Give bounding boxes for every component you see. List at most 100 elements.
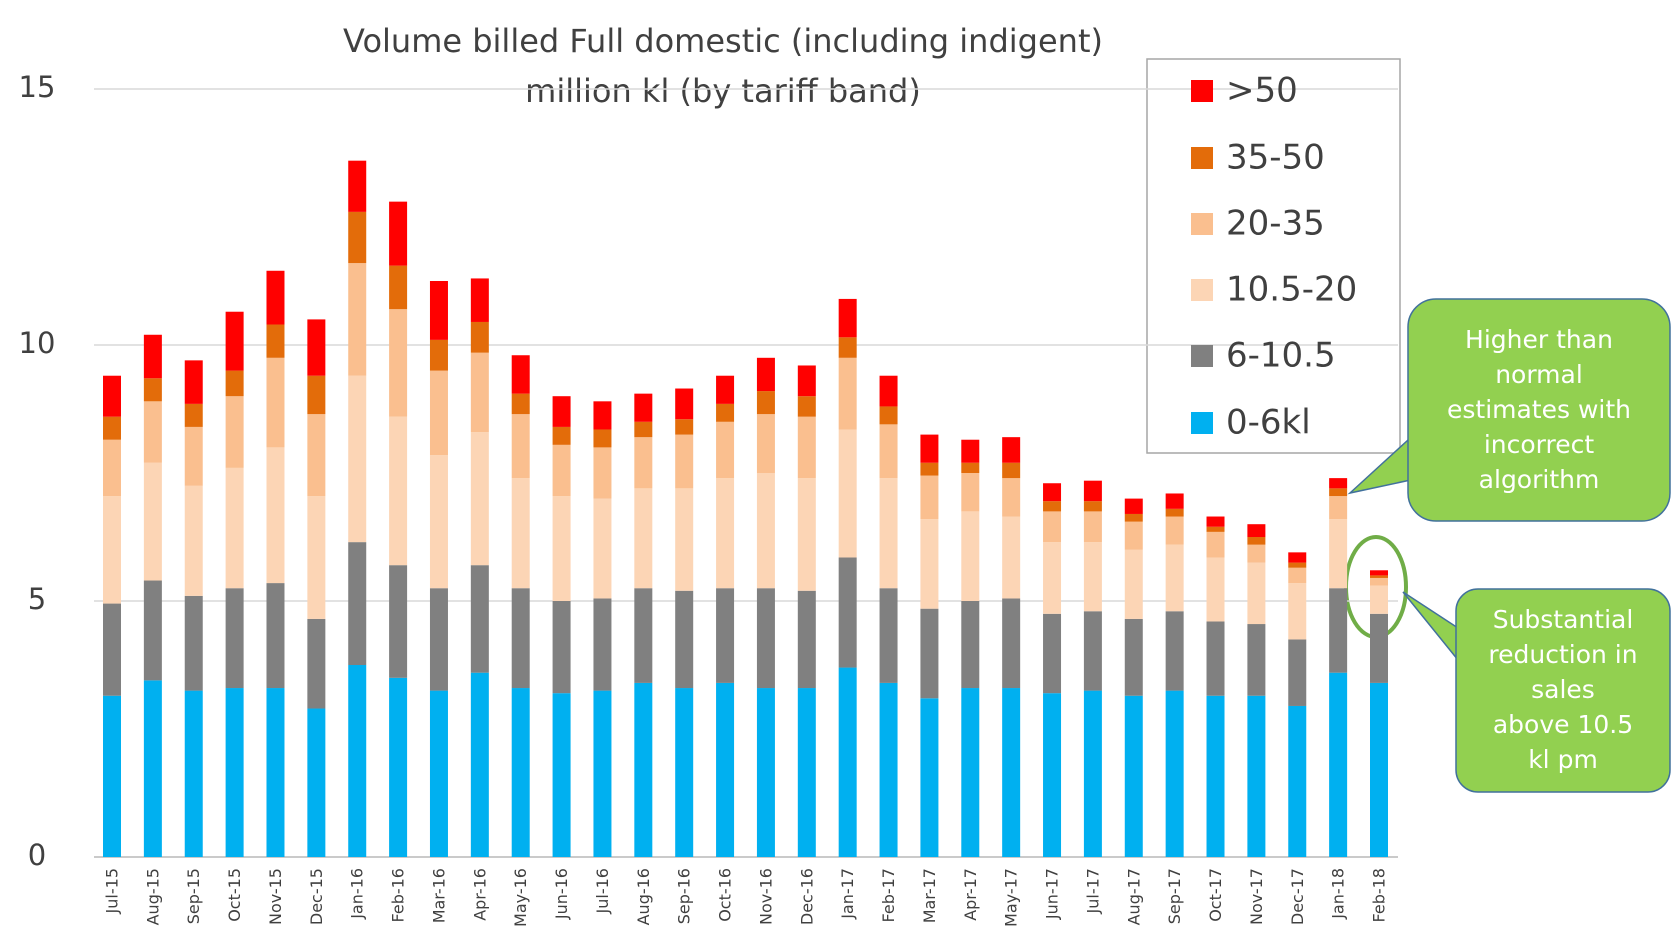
y-tick-label: 0 bbox=[28, 838, 46, 872]
x-tick-label: Jan-17 bbox=[838, 868, 857, 920]
bar-segment bbox=[225, 588, 244, 689]
bar-segment bbox=[634, 682, 653, 857]
bar-segment bbox=[1206, 526, 1225, 532]
bar-segment bbox=[1247, 544, 1266, 563]
bar-segment bbox=[756, 357, 775, 392]
bar-segment bbox=[797, 688, 816, 857]
bar-segment bbox=[1124, 549, 1143, 619]
callout-pointer bbox=[1402, 591, 1459, 663]
bar-segment bbox=[1165, 493, 1184, 509]
bar-segment bbox=[266, 270, 285, 325]
bar-segment bbox=[1247, 524, 1266, 537]
bar-segment bbox=[920, 608, 939, 699]
bar-segment bbox=[675, 590, 694, 689]
bar-segment bbox=[184, 595, 203, 691]
bar-segment bbox=[1206, 516, 1225, 527]
bar-segment bbox=[225, 396, 244, 468]
bar-segment bbox=[184, 403, 203, 427]
bar-segment bbox=[920, 462, 939, 476]
x-tick-label: Sep-16 bbox=[675, 868, 694, 924]
bar-segment bbox=[266, 357, 285, 448]
x-tick-label: Nov-17 bbox=[1247, 868, 1266, 925]
bar-segment bbox=[103, 496, 121, 604]
bar-segment bbox=[1124, 513, 1143, 522]
bar-segment bbox=[470, 672, 489, 857]
bar-segment bbox=[756, 588, 775, 689]
bar-segment bbox=[1165, 611, 1184, 691]
bar-segment bbox=[920, 434, 939, 463]
bar-segment bbox=[429, 370, 448, 456]
bar-segment bbox=[838, 357, 857, 430]
bar-segment bbox=[429, 588, 448, 691]
bar-segment bbox=[470, 352, 489, 433]
bar-segment bbox=[634, 488, 653, 589]
callout-box bbox=[1407, 298, 1671, 522]
bar-segment bbox=[879, 478, 898, 589]
chart-title: Volume billed Full domestic (including i… bbox=[343, 22, 1103, 60]
bar-segment bbox=[307, 618, 326, 709]
bar-segment bbox=[1370, 585, 1388, 614]
bar-segment bbox=[1002, 437, 1021, 463]
bar-segment bbox=[1329, 588, 1348, 673]
x-tick-label: Jul-16 bbox=[593, 868, 612, 914]
bar-segment bbox=[593, 447, 612, 499]
bar-segment bbox=[920, 519, 939, 609]
bar-segment bbox=[838, 667, 857, 857]
bar-segment bbox=[552, 396, 571, 427]
annotation-text: algorithm bbox=[1479, 465, 1600, 494]
bar-segment bbox=[389, 265, 408, 310]
bar-segment bbox=[879, 588, 898, 683]
legend-swatch bbox=[1191, 345, 1213, 367]
bar-segment bbox=[675, 388, 694, 420]
bar-segment bbox=[593, 498, 612, 599]
x-tick-label: Mar-16 bbox=[429, 868, 448, 923]
bar-segment bbox=[1206, 531, 1225, 558]
bar-segment bbox=[1002, 516, 1021, 599]
bar-segment bbox=[593, 401, 612, 430]
bar-segment bbox=[103, 416, 121, 440]
bar-segment bbox=[1002, 598, 1021, 689]
bar-segment bbox=[716, 682, 735, 857]
bar-segment bbox=[1083, 611, 1102, 691]
bar-segment bbox=[184, 485, 203, 596]
legend-label: 10.5-20 bbox=[1226, 270, 1357, 310]
bar-segment bbox=[429, 690, 448, 857]
bar-segment bbox=[593, 429, 612, 448]
bar-segment bbox=[389, 201, 408, 266]
bar-segment bbox=[552, 496, 571, 601]
x-tick-label: Feb-16 bbox=[389, 868, 408, 922]
x-tick-label: Sep-15 bbox=[184, 868, 203, 924]
bar-segment bbox=[552, 444, 571, 497]
bar-segment bbox=[634, 437, 653, 489]
bar-segment bbox=[879, 375, 898, 407]
bar-segment bbox=[511, 414, 530, 479]
bar-segment bbox=[961, 439, 980, 463]
bar-segment bbox=[1043, 613, 1062, 694]
x-tick-label: Feb-18 bbox=[1370, 868, 1389, 922]
bar-segment bbox=[675, 419, 694, 435]
bar-segment bbox=[1043, 693, 1062, 857]
bar-segment bbox=[184, 426, 203, 486]
bar-segment bbox=[103, 439, 121, 497]
annotation-text: incorrect bbox=[1484, 430, 1595, 459]
bar-segment bbox=[1288, 567, 1307, 584]
bar-segment bbox=[961, 462, 980, 473]
bar-segment bbox=[961, 688, 980, 857]
bar-segment bbox=[634, 588, 653, 683]
x-tick-label: Apr-16 bbox=[470, 868, 489, 921]
annotation-text: Higher than bbox=[1465, 325, 1613, 354]
bar-segment bbox=[266, 324, 285, 358]
x-tick-label: May-17 bbox=[1002, 868, 1021, 927]
bar-segment bbox=[961, 473, 980, 512]
bar-segment bbox=[1329, 478, 1348, 489]
bar-segment bbox=[716, 588, 735, 683]
bar-segment bbox=[879, 406, 898, 425]
bar-segment bbox=[103, 375, 121, 417]
legend-swatch bbox=[1191, 279, 1213, 301]
bar-segment bbox=[348, 375, 367, 543]
x-tick-label: Oct-15 bbox=[225, 868, 244, 922]
bar-segment bbox=[1083, 480, 1102, 502]
x-tick-label: Dec-17 bbox=[1288, 868, 1307, 925]
x-tick-label: Feb-17 bbox=[879, 868, 898, 922]
bar-segment bbox=[1002, 462, 1021, 479]
